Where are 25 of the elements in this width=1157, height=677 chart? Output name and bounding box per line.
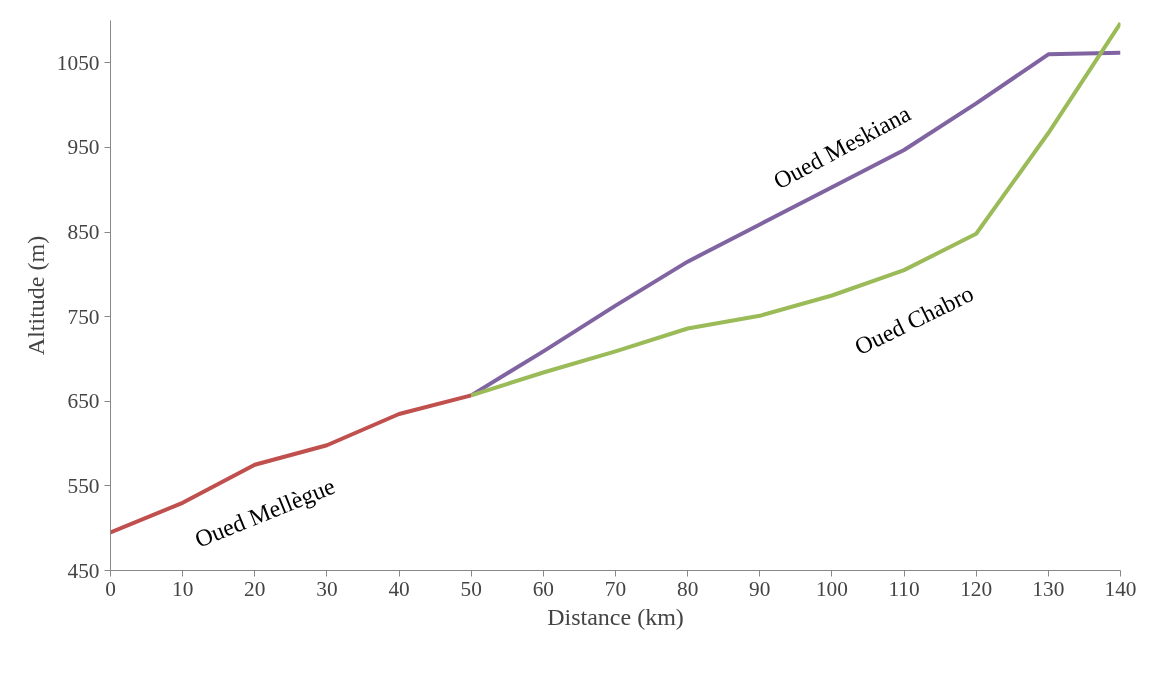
y-tick-label: 750 — [67, 304, 100, 329]
x-tick-label: 30 — [316, 576, 338, 601]
y-axis-title: Altitude (m) — [22, 235, 49, 356]
x-tick-label: 60 — [532, 576, 555, 601]
x-axis-title: Distance (km) — [547, 603, 684, 630]
x-tick-label: 0 — [105, 576, 116, 601]
x-tick-label: 140 — [1104, 576, 1137, 601]
text: Oued Chabro — [850, 280, 978, 360]
x-tick-label: 90 — [749, 576, 771, 601]
x-tick-label: 70 — [604, 576, 627, 601]
y-tick-label: 950 — [67, 135, 100, 160]
x-tick-label: 100 — [815, 576, 848, 601]
x-tick-label: 40 — [388, 576, 410, 601]
y-tick-label: 450 — [67, 558, 100, 583]
y-tick-label: 1050 — [56, 50, 100, 75]
x-tick-label: 80 — [676, 576, 699, 601]
x-tick-label: 10 — [171, 576, 194, 601]
x-tick-label: 20 — [244, 576, 266, 601]
y-tick-label: 650 — [67, 389, 100, 414]
x-tick-label: 110 — [888, 576, 920, 601]
y-tick-label: 850 — [67, 220, 100, 245]
x-tick-label: 50 — [460, 576, 482, 601]
x-tick-label: 130 — [1032, 576, 1065, 601]
x-tick-label: 120 — [960, 576, 993, 601]
y-tick-label: 550 — [67, 473, 100, 498]
